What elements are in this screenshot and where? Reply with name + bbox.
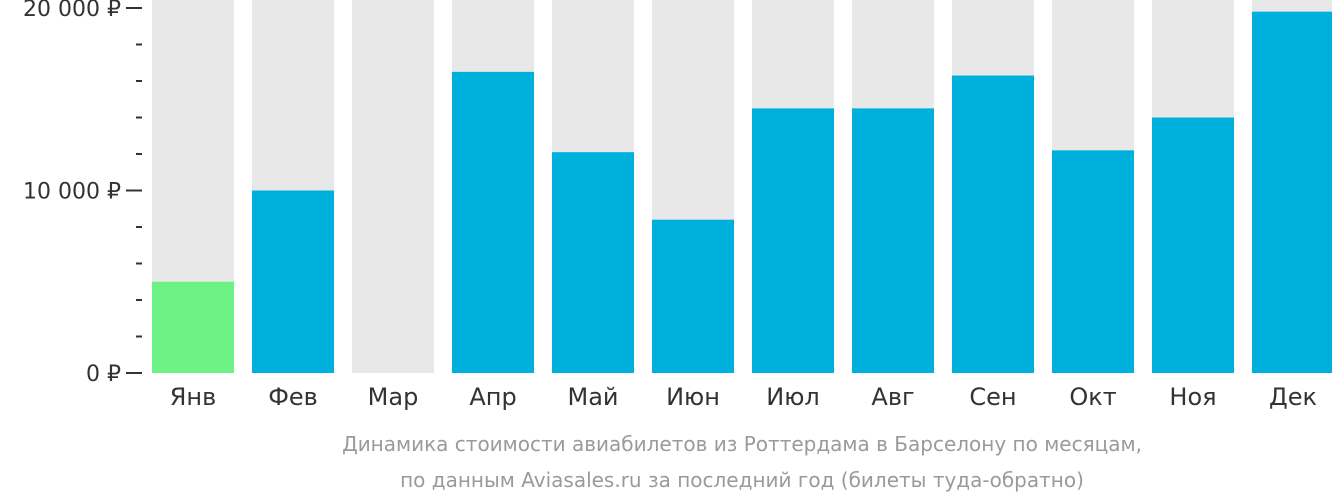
bar-7[interactable] (752, 108, 834, 373)
chart-caption-line-2: по данным Aviasales.ru за последний год … (400, 468, 1084, 492)
bar-5[interactable] (552, 152, 634, 373)
category-label: Сен (969, 383, 1016, 411)
chart-caption-line-1: Динамика стоимости авиабилетов из Роттер… (342, 432, 1142, 456)
bar-9[interactable] (952, 75, 1034, 374)
bar-8[interactable] (852, 108, 934, 373)
category-label: Ноя (1169, 383, 1216, 411)
category-label: Дек (1269, 383, 1317, 411)
y-tick-label: 10 000 ₽ (23, 180, 121, 205)
bar-11[interactable] (1152, 117, 1234, 374)
bar-1[interactable] (152, 281, 234, 373)
category-label: Авг (871, 383, 914, 411)
bar-chart-svg: 0 ₽ 10 000 ₽ 20 000 ₽ Янв Фев Мар Апр Май Июн Ию… (23, 0, 1332, 411)
y-tick-label: 20 000 ₽ (23, 0, 121, 22)
category-label: Мар (368, 383, 419, 411)
bar-track-3 (352, 0, 434, 373)
category-label: Окт (1069, 383, 1116, 411)
category-label: Июн (666, 383, 720, 411)
bar-4[interactable] (452, 71, 534, 373)
category-label: Фев (268, 383, 318, 411)
category-label: Июл (766, 383, 820, 411)
category-label: Янв (170, 383, 217, 411)
y-tick-label: 0 ₽ (86, 362, 121, 387)
category-label: Май (567, 383, 618, 411)
bar-2[interactable] (252, 190, 334, 374)
category-label: Апр (469, 383, 516, 411)
bar-12[interactable] (1252, 11, 1332, 374)
bar-6[interactable] (652, 219, 734, 373)
bar-10[interactable] (1052, 150, 1134, 373)
